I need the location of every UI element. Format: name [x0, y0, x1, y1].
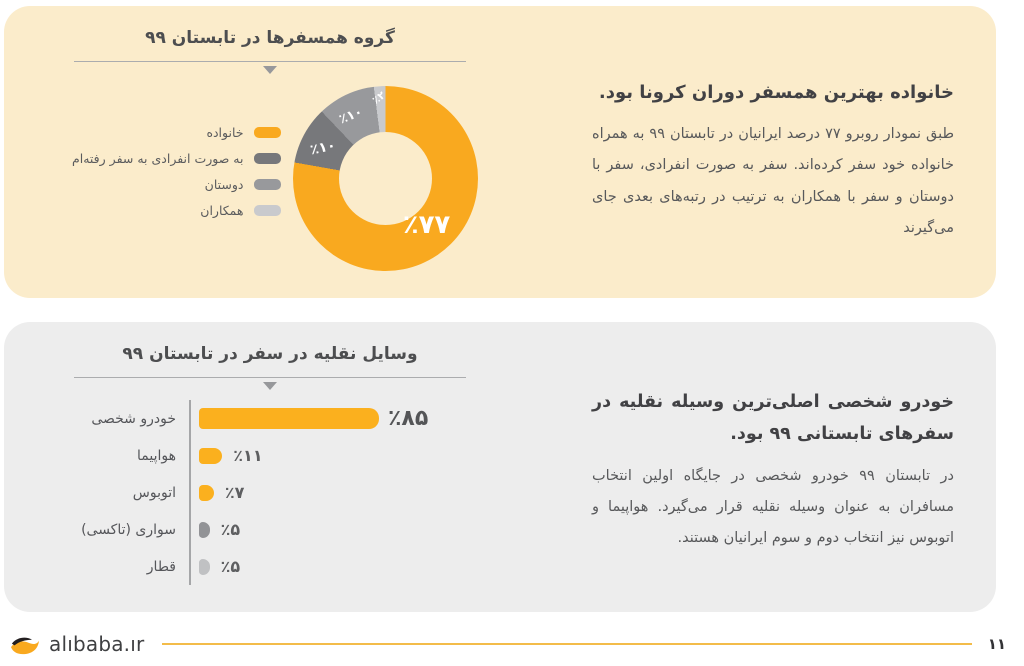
companions-body: طبق نمودار روبرو ۷۷ درصد ایرانیان در تاب… [592, 126, 955, 236]
bar [199, 558, 210, 575]
bar-value-label: ٪۵ [220, 520, 241, 539]
donut-chart: ٪۷۷ ٪۱۰ ٪۱۰ ٪۲ [292, 86, 478, 271]
bar-row-personal-car: خودرو شخصی ٪۸۵ [46, 400, 494, 437]
footer-rule-line [162, 643, 972, 645]
legend-swatch [253, 179, 281, 190]
donut-legend: خانواده به صورت انفرادی به سفر رفته‌ام د… [63, 125, 281, 219]
bar-value-label: ٪۵ [220, 557, 241, 576]
legend-swatch [253, 205, 281, 216]
bar-category-label: سواری (تاکسی) [81, 521, 176, 538]
bar [199, 521, 210, 538]
donut-value-colleagues: ٪۲ [369, 89, 388, 107]
legend-label: همکاران [200, 203, 244, 218]
bar-row-train: قطار ٪۵ [46, 548, 494, 585]
bar-value-label: ٪۸۵ [388, 406, 429, 431]
legend-label: دوستان [204, 177, 244, 192]
bar-chart-title: وسایل نقلیه در سفر در تابستان ۹۹ [122, 344, 418, 364]
donut-chart-header: گروه همسفرها در تابستان ۹۹ [74, 28, 466, 74]
bar-category-label: اتوبوس [132, 484, 176, 501]
donut-chart-title: گروه همسفرها در تابستان ۹۹ [145, 28, 395, 48]
legend-label: به صورت انفرادی به سفر رفته‌ام [72, 151, 244, 166]
footer: alıbaba.ır ۱۱ [10, 631, 1006, 657]
bar-zone: ٪۷ [189, 474, 494, 511]
vehicles-heading: خودرو شخصی اصلی‌ترین وسیله نقلیه در سفره… [592, 392, 954, 445]
bar-value-label: ٪۷ [224, 483, 245, 502]
title-divider-line [74, 61, 466, 62]
bar [199, 408, 379, 429]
bar-row-taxi: سواری (تاکسی) ٪۵ [46, 511, 494, 548]
alibaba-bird-icon [11, 637, 39, 654]
bar-chart-header: وسایل نقلیه در سفر در تابستان ۹۹ [74, 344, 466, 390]
legend-item-solo: به صورت انفرادی به سفر رفته‌ام [63, 151, 281, 167]
vehicles-body: در تابستان ۹۹ خودرو شخصی در جایگاه اولین… [592, 467, 954, 547]
triangle-down-icon [263, 382, 277, 390]
page-number: ۱۱ [987, 635, 1006, 653]
legend-item-friends: دوستان [63, 177, 281, 193]
legend-swatch [253, 153, 281, 164]
bar-chart-section: وسایل نقلیه در سفر در تابستان ۹۹ خودرو ش… [46, 340, 494, 594]
donut-value-solo: ٪۱۰ [308, 137, 337, 159]
donut-value-family: ٪۷۷ [402, 210, 451, 240]
vehicles-text-block: خودرو شخصی اصلی‌ترین وسیله نقلیه در سفره… [592, 340, 954, 594]
donut-value-friends: ٪۱۰ [336, 104, 365, 128]
title-divider-line [74, 377, 466, 378]
bar-row-airplane: هواپیما ٪۱۱ [46, 437, 494, 474]
legend-swatch [253, 127, 281, 138]
legend-item-colleagues: همکاران [63, 203, 281, 219]
bar-row-bus: اتوبوس ٪۷ [46, 474, 494, 511]
legend-label: خانواده [206, 125, 244, 140]
companions-text-block: خانواده بهترین همسفر دوران کرونا بود. طب… [592, 24, 954, 280]
companions-heading: خانواده بهترین همسفر دوران کرونا بود. [598, 82, 954, 103]
bar-category-label: قطار [146, 558, 176, 575]
bar [199, 484, 214, 501]
bar-zone: ٪۱۱ [189, 437, 494, 474]
bar-category-label: خودرو شخصی [91, 410, 176, 427]
triangle-down-icon [263, 66, 277, 74]
donut-chart-body: خانواده به صورت انفرادی به سفر رفته‌ام د… [46, 86, 494, 271]
bar-chart: خودرو شخصی ٪۸۵ هواپیما ٪۱۱ اتوبوس [46, 400, 494, 585]
bar-value-label: ٪۱۱ [233, 446, 263, 465]
bar-category-label: هواپیما [137, 447, 176, 464]
bar-zone: ٪۵ [189, 548, 494, 585]
companions-panel: گروه همسفرها در تابستان ۹۹ خانواده به صو… [4, 6, 996, 298]
donut-chart-section: گروه همسفرها در تابستان ۹۹ خانواده به صو… [46, 24, 494, 280]
brand-logotype: alıbaba.ır [49, 632, 145, 656]
bar-zone: ٪۵ [189, 511, 494, 548]
legend-item-family: خانواده [63, 125, 281, 141]
bar-zone: ٪۸۵ [189, 400, 494, 437]
vehicles-panel: وسایل نقلیه در سفر در تابستان ۹۹ خودرو ش… [4, 322, 996, 612]
bar [199, 447, 223, 464]
